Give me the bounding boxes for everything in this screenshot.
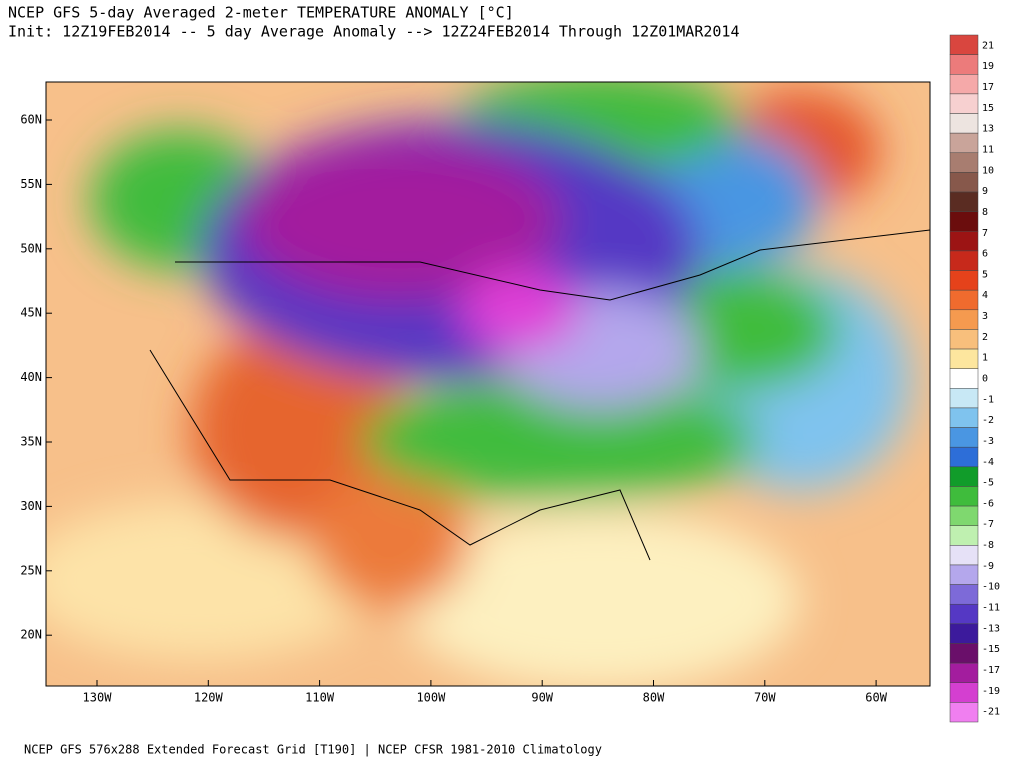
lat-label: 30N [20, 499, 42, 513]
colorbar-swatch [949, 603, 979, 625]
colorbar-swatch [949, 152, 979, 173]
colorbar-label: 17 [982, 82, 994, 93]
colorbar-label: 0 [982, 374, 988, 385]
colorbar-label: 13 [982, 124, 994, 135]
colorbar-swatch [949, 113, 979, 134]
colorbar-label: -13 [982, 623, 1000, 634]
title: NCEP GFS 5-day Averaged 2-meter TEMPERAT… [8, 4, 514, 22]
colorbar-swatch [949, 407, 979, 428]
colorbar-swatch [949, 545, 979, 566]
colorbar-label: -10 [982, 582, 1000, 593]
colorbar-swatch [949, 564, 979, 585]
lon-label: 120W [194, 691, 224, 705]
colorbar-label: -7 [982, 519, 994, 530]
colorbar-swatch [949, 132, 979, 154]
colorbar-swatch [949, 289, 979, 311]
lat-label: 25N [20, 563, 42, 577]
colorbar-swatch [949, 309, 979, 330]
colorbar-swatch [949, 662, 979, 683]
colorbar-swatch [949, 486, 979, 507]
colorbar-label: 15 [982, 103, 994, 114]
colorbar-swatch [949, 93, 979, 114]
colorbar-swatch [949, 368, 979, 389]
colorbar-label: -3 [982, 436, 994, 447]
lon-label: 100W [416, 691, 446, 705]
lat-label: 55N [20, 177, 42, 191]
colorbar-swatch [949, 427, 979, 448]
colorbar-label: 7 [982, 228, 988, 239]
colorbar-swatch [949, 388, 979, 409]
colorbar-swatch [949, 505, 979, 526]
colorbar-swatch [949, 682, 979, 703]
colorbar-label: 8 [982, 207, 988, 218]
colorbar-label: -15 [982, 644, 1000, 655]
colorbar-swatch [949, 702, 979, 723]
colorbar-label: 19 [982, 61, 994, 72]
colorbar-swatch [949, 329, 979, 350]
colorbar-label: 10 [982, 165, 994, 176]
colorbar-label: 21 [982, 40, 994, 51]
colorbar-label: 11 [982, 145, 994, 156]
colorbar-swatch [949, 231, 979, 252]
lon-label: 70W [754, 691, 776, 705]
anomaly-field [46, 82, 930, 686]
colorbar-swatch [949, 446, 979, 468]
colorbar-label: 5 [982, 269, 988, 280]
lon-label: 60W [865, 691, 887, 705]
colorbar-label: 4 [982, 290, 988, 301]
lat-label: 35N [20, 435, 42, 449]
colorbar-swatch [949, 54, 979, 75]
colorbar-label: 9 [982, 186, 988, 197]
lat-label: 40N [20, 370, 42, 384]
colorbar-swatch [949, 643, 979, 664]
colorbar-swatch [949, 270, 979, 291]
colorbar-label: -8 [982, 540, 994, 551]
colorbar-swatch [949, 623, 979, 644]
colorbar-label: 3 [982, 311, 988, 322]
colorbar-swatch [949, 525, 979, 546]
colorbar-label: -6 [982, 498, 994, 509]
footer: NCEP GFS 576x288 Extended Forecast Grid … [24, 743, 602, 757]
lat-label: 60N [20, 113, 42, 127]
lon-label: 80W [643, 691, 665, 705]
colorbar-label: -4 [982, 457, 994, 468]
colorbar-label: -19 [982, 686, 1000, 697]
colorbar-label: -2 [982, 415, 994, 426]
lat-label: 50N [20, 241, 42, 255]
map-frame [45, 81, 931, 687]
colorbar-swatch [949, 584, 979, 605]
colorbar-swatch [949, 250, 979, 271]
colorbar-label: -1 [982, 394, 994, 405]
colorbar-label: 1 [982, 353, 988, 364]
colorbar-swatch [949, 211, 979, 232]
lon-label: 130W [83, 691, 113, 705]
colorbar-swatch [949, 34, 979, 55]
colorbar-swatch [949, 191, 979, 212]
colorbar-swatch [949, 466, 979, 487]
colorbar-label: -21 [982, 707, 1000, 718]
colorbar-label: 2 [982, 332, 988, 343]
colorbar-label: -5 [982, 478, 994, 489]
subtitle: Init: 12Z19FEB2014 -- 5 day Average Anom… [8, 23, 740, 41]
colorbar-label: -11 [982, 603, 1000, 614]
colorbar-label: 6 [982, 249, 988, 260]
colorbar-swatch [949, 74, 979, 95]
colorbar-label: -17 [982, 665, 1000, 676]
lat-label: 20N [20, 628, 42, 642]
lat-label: 45N [20, 306, 42, 320]
lon-label: 110W [305, 691, 335, 705]
colorbar-swatch [949, 348, 979, 369]
colorbar-swatch [949, 172, 979, 193]
lon-label: 90W [531, 691, 553, 705]
colorbar-label: -9 [982, 561, 994, 572]
